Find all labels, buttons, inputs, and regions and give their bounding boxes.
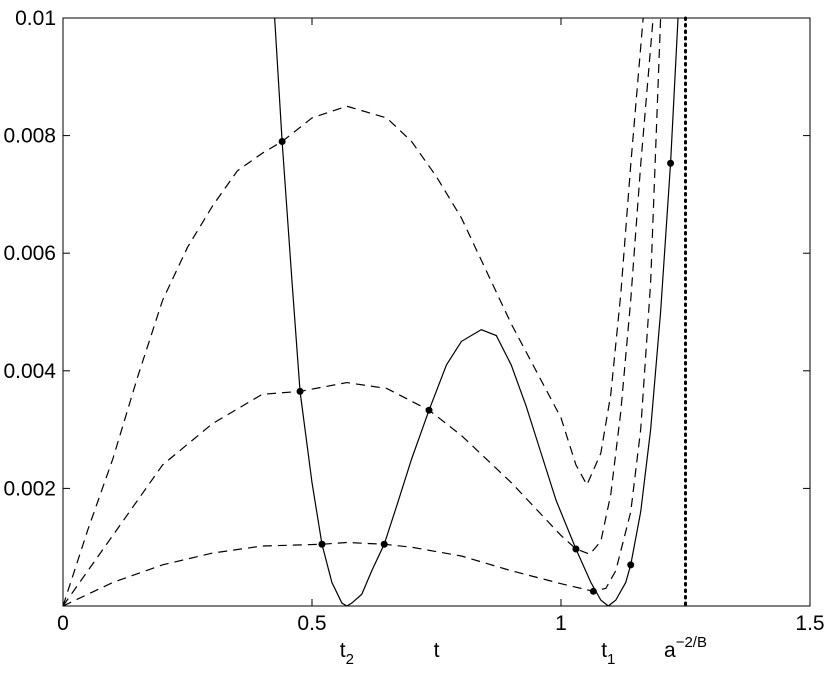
annotation-subscript: 1 [607,651,615,668]
marker [627,561,635,569]
marker [278,137,286,145]
annotation-superscript: −2/B [676,634,707,651]
annotation-text: t [434,639,440,662]
marker [425,406,433,414]
y-tick-label: 0.006 [3,242,56,265]
annotation: a−2/B [664,634,707,662]
marker [667,159,675,167]
y-tick-label: 0.01 [15,7,56,30]
annotation: t [434,639,440,662]
x-tick-label: 0 [57,612,69,635]
x-tick-label: 1.5 [795,612,824,635]
annotation-subscript: 2 [346,651,354,668]
annotation: t1 [601,639,615,668]
curve [63,17,644,606]
axes-box [62,17,811,607]
marker [318,540,326,548]
annotation-text: t [601,639,607,662]
annotation: t2 [340,639,354,668]
plot-area [63,17,679,606]
marker [296,387,304,395]
y-tick-label: 0.002 [3,477,56,500]
curve [274,17,679,606]
marker [572,545,580,553]
annotation-text: a [664,639,676,662]
y-tick-label: 0.004 [3,360,56,383]
curve [63,17,662,606]
annotation-text: t [340,639,346,662]
x-tick-label: 0.5 [297,612,326,635]
marker [589,587,597,595]
curve [63,17,654,606]
y-tick-label: 0.008 [3,125,56,148]
x-tick-label: 1 [555,612,567,635]
marker [380,540,388,548]
